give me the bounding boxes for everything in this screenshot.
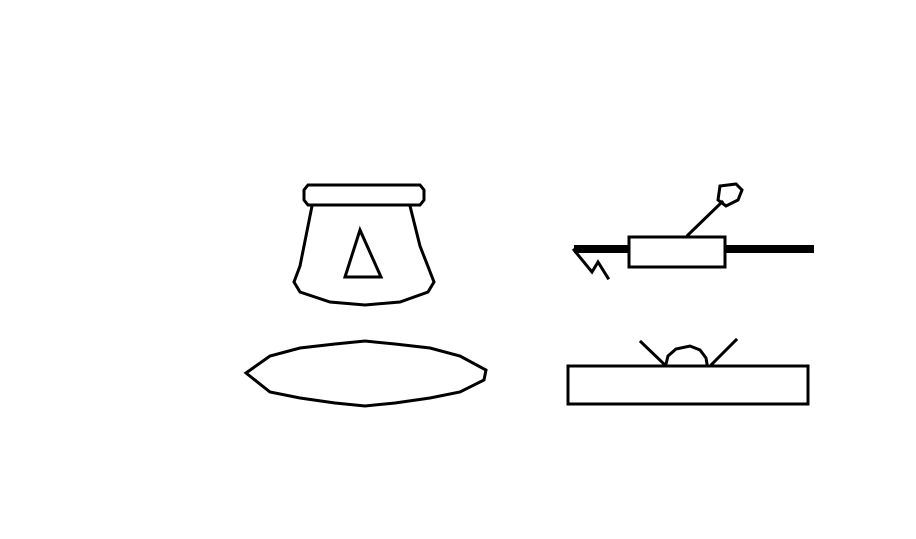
roller-handle [685,199,725,238]
roller-knob [716,182,744,208]
bucket-rim [302,183,426,207]
roller-tip [571,247,611,281]
roller-body [627,235,727,269]
oval-outline [243,339,488,408]
roller-tool-icon [571,182,814,281]
slab-mark-left [638,339,667,367]
slab-mark-right [709,337,739,367]
triangle-mark [342,225,384,279]
bucket-body [292,204,436,307]
bucket-with-triangle-icon [292,183,436,307]
slab-mark-arc [664,344,709,366]
oval-plate-icon [243,339,488,408]
slab-rectangle [566,364,810,406]
flat-slab-icon [566,337,810,406]
